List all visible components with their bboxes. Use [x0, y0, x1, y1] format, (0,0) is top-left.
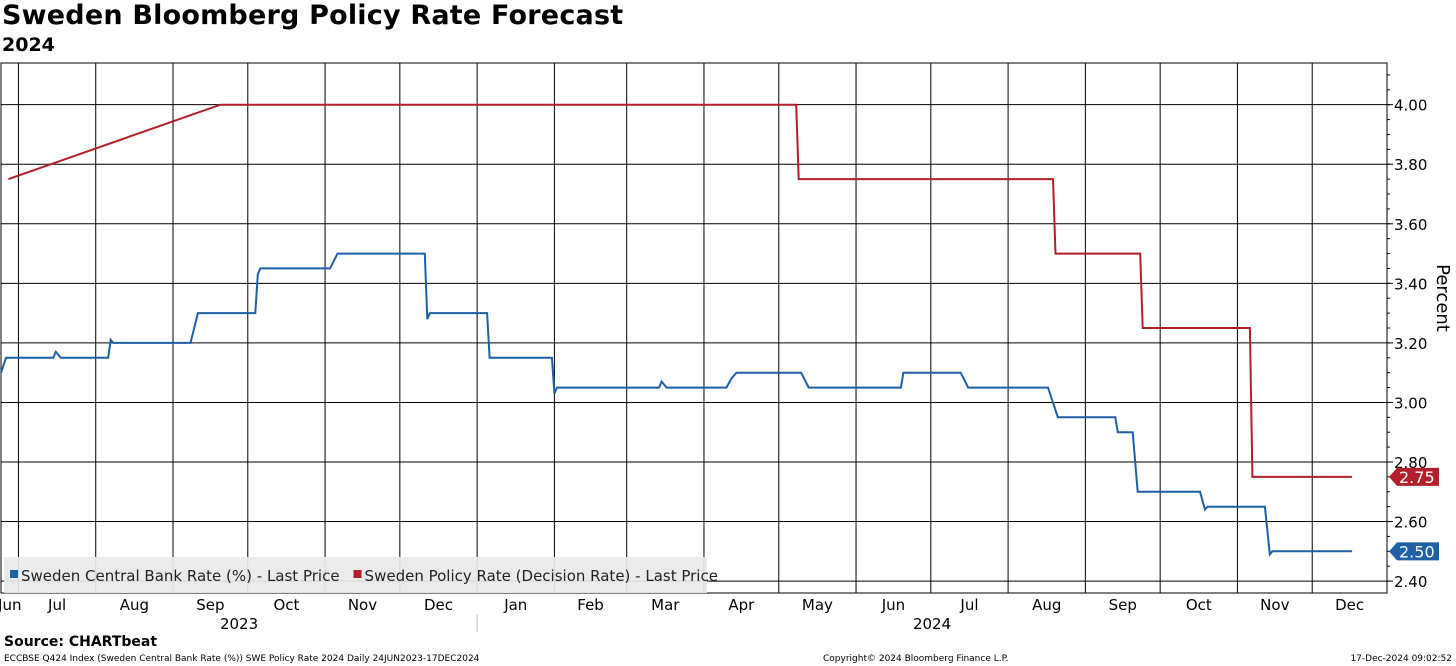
- x-tick-label: Oct: [273, 596, 299, 614]
- legend-swatch-1: [10, 570, 18, 578]
- timestamp: 17-Dec-2024 09:02:52: [1350, 654, 1452, 664]
- y-tick-label: 2.60: [1394, 514, 1427, 532]
- chart-title: Sweden Bloomberg Policy Rate Forecast: [2, 0, 624, 31]
- legend-swatch-2: [353, 570, 362, 578]
- x-tick-label: Mar: [651, 596, 680, 614]
- index-footnote: ECCBSE Q424 Index (Sweden Central Bank R…: [4, 654, 480, 664]
- y-axis-label: Percent: [1432, 264, 1453, 332]
- source-note: Source: CHARTbeat: [4, 634, 158, 650]
- x-tick-label: Aug: [120, 596, 149, 614]
- legend-label-2: Sweden Policy Rate (Decision Rate) - Las…: [365, 567, 718, 585]
- x-tick-label: Feb: [577, 596, 604, 614]
- x-tick-label: Dec: [424, 596, 453, 614]
- last-value-tag-1: [1389, 542, 1439, 561]
- x-tick-label: Jun: [0, 596, 21, 614]
- y-tick-label: 3.40: [1394, 275, 1427, 293]
- y-tick-label: 4.00: [1394, 97, 1427, 115]
- x-tick-label: Jan: [503, 596, 527, 614]
- x-year-label: 2024: [913, 615, 951, 633]
- legend-label-1: Sweden Central Bank Rate (%) - Last Pric…: [21, 567, 340, 585]
- x-tick-label: Jul: [959, 596, 978, 614]
- y-tick-label: 3.60: [1394, 216, 1427, 234]
- series-line-2: [8, 103, 1353, 478]
- x-tick-label: Nov: [348, 596, 377, 614]
- copyright-note: Copyright© 2024 Bloomberg Finance L.P.: [823, 654, 1009, 664]
- x-tick-label: Sep: [1109, 596, 1137, 614]
- chart-subtitle: 2024: [2, 34, 55, 56]
- x-tick-label: Jun: [881, 596, 905, 614]
- x-tick-label: Nov: [1260, 596, 1289, 614]
- last-value-tag-2: [1389, 467, 1439, 486]
- y-tick-label: 2.80: [1394, 454, 1427, 472]
- x-tick-label: Apr: [728, 596, 755, 614]
- last-value-label-2: 2.75: [1399, 468, 1435, 487]
- x-tick-label: Aug: [1032, 596, 1061, 614]
- x-year-label: 2023: [220, 615, 258, 633]
- y-tick-label: 2.40: [1394, 573, 1427, 591]
- series-line-1: [0, 252, 1353, 557]
- y-tick-label: 3.20: [1394, 335, 1427, 353]
- last-value-label-1: 2.50: [1399, 542, 1435, 561]
- x-tick-label: Oct: [1186, 596, 1212, 614]
- y-tick-label: 3.80: [1394, 156, 1427, 174]
- x-tick-label: May: [802, 596, 833, 614]
- x-tick-label: Sep: [196, 596, 224, 614]
- x-tick-label: Jul: [47, 596, 66, 614]
- y-tick-label: 3.00: [1394, 394, 1427, 412]
- x-tick-label: Dec: [1335, 596, 1364, 614]
